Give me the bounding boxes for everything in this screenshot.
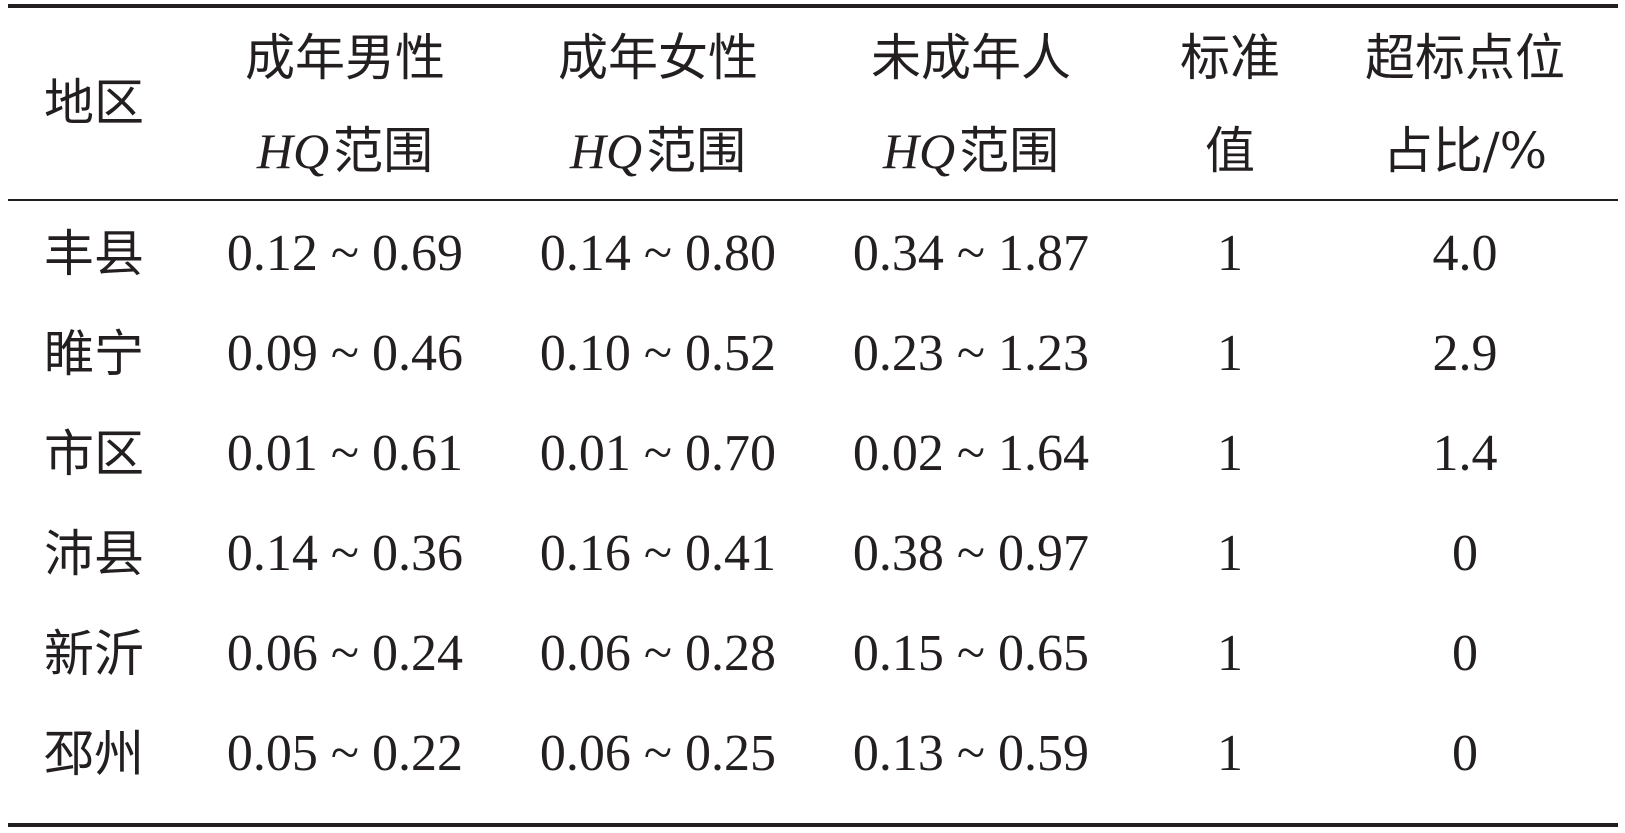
header-exceed-line1: 超标点位 bbox=[1365, 29, 1565, 87]
row-standard: 1 bbox=[1217, 325, 1243, 382]
row-male-range: 0.01 ~ 0.61 bbox=[226, 425, 464, 482]
row-region: 新沂 bbox=[44, 625, 144, 683]
row-female-range: 0.14 ~ 0.80 bbox=[539, 225, 777, 282]
table-top-rule bbox=[8, 4, 1618, 8]
header-minor-range: 范围 bbox=[959, 122, 1060, 180]
row-minor-range: 0.13 ~ 0.59 bbox=[852, 725, 1090, 782]
header-male-hq: HQ bbox=[256, 123, 330, 179]
header-female-line1: 成年女性 bbox=[558, 29, 758, 87]
row-male-range: 0.14 ~ 0.36 bbox=[226, 525, 464, 582]
row-male-range: 0.05 ~ 0.22 bbox=[226, 725, 464, 782]
header-female-hq: HQ bbox=[569, 123, 643, 179]
header-female-range: 范围 bbox=[646, 122, 747, 180]
header-male-range: 范围 bbox=[333, 122, 434, 180]
row-standard: 1 bbox=[1217, 725, 1243, 782]
row-standard: 1 bbox=[1217, 625, 1243, 682]
row-minor-range: 0.02 ~ 1.64 bbox=[852, 425, 1090, 482]
row-region: 市区 bbox=[44, 425, 144, 483]
row-female-range: 0.06 ~ 0.25 bbox=[539, 725, 777, 782]
row-standard: 1 bbox=[1217, 425, 1243, 482]
header-female-line2: HQ范围 bbox=[513, 126, 803, 176]
row-minor-range: 0.15 ~ 0.65 bbox=[852, 625, 1090, 682]
row-standard: 1 bbox=[1217, 225, 1243, 282]
row-minor-range: 0.23 ~ 1.23 bbox=[852, 325, 1090, 382]
row-female-range: 0.10 ~ 0.52 bbox=[539, 325, 777, 382]
row-minor-range: 0.34 ~ 1.87 bbox=[852, 225, 1090, 282]
row-exceed: 2.9 bbox=[1432, 325, 1498, 382]
row-male-range: 0.06 ~ 0.24 bbox=[226, 625, 464, 682]
table-header-rule bbox=[8, 199, 1618, 201]
header-minor-line1: 未成年人 bbox=[871, 29, 1071, 87]
row-exceed: 0 bbox=[1452, 625, 1478, 682]
table-bottom-rule bbox=[8, 823, 1618, 827]
row-male-range: 0.12 ~ 0.69 bbox=[226, 225, 464, 282]
row-region: 邳州 bbox=[44, 725, 144, 783]
row-female-range: 0.16 ~ 0.41 bbox=[539, 525, 777, 582]
header-region: 地区 bbox=[44, 74, 144, 132]
row-female-range: 0.06 ~ 0.28 bbox=[539, 625, 777, 682]
header-male-line2: HQ范围 bbox=[200, 126, 490, 176]
row-exceed: 0 bbox=[1452, 525, 1478, 582]
row-female-range: 0.01 ~ 0.70 bbox=[539, 425, 777, 482]
header-minor-line2: HQ范围 bbox=[826, 126, 1116, 176]
row-region: 睢宁 bbox=[44, 325, 144, 383]
header-standard-line2: 值 bbox=[1205, 122, 1255, 180]
row-standard: 1 bbox=[1217, 525, 1243, 582]
header-exceed-line2: 占比/% bbox=[1382, 122, 1548, 180]
row-region: 沛县 bbox=[44, 525, 144, 583]
header-minor-hq: HQ bbox=[882, 123, 956, 179]
row-male-range: 0.09 ~ 0.46 bbox=[226, 325, 464, 382]
row-minor-range: 0.38 ~ 0.97 bbox=[852, 525, 1090, 582]
row-exceed: 4.0 bbox=[1432, 225, 1498, 282]
header-standard-line1: 标准 bbox=[1180, 29, 1280, 87]
row-exceed: 0 bbox=[1452, 725, 1478, 782]
header-male-line1: 成年男性 bbox=[245, 29, 445, 87]
row-exceed: 1.4 bbox=[1432, 425, 1498, 482]
row-region: 丰县 bbox=[44, 225, 144, 283]
